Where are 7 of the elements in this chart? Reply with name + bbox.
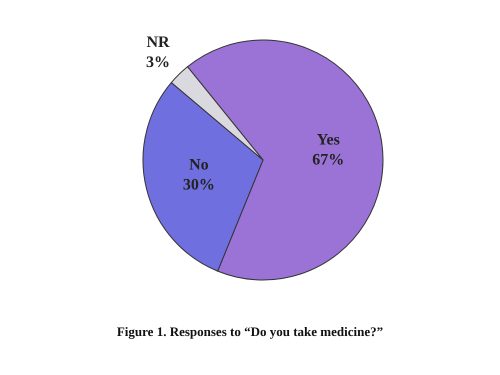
slice-label: NR xyxy=(146,34,170,51)
slice-label: No xyxy=(189,156,209,174)
data-label: 30% xyxy=(182,176,215,194)
data-label: 3% xyxy=(146,54,170,71)
text: Figure 1. Responses to “Do you take medicine?” xyxy=(116,324,384,339)
slice-label: Yes xyxy=(316,131,340,148)
data-label: 67% xyxy=(312,151,344,168)
